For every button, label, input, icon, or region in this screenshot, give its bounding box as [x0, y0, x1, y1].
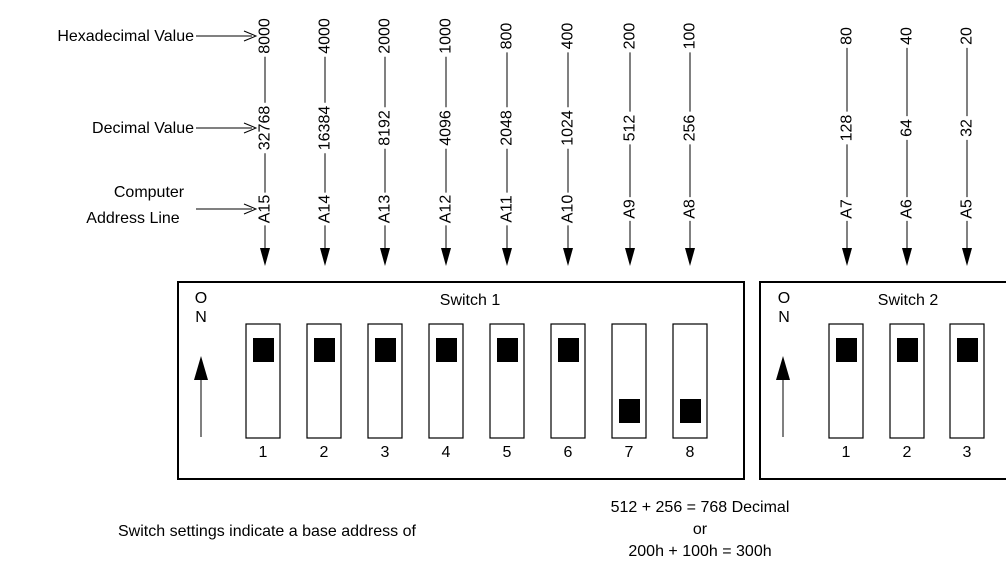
switch-position-number: 3: [381, 444, 390, 461]
column-down-arrow-icon: [441, 248, 451, 266]
decimal-label-arrowhead: [243, 122, 258, 134]
column-decimal-value: 16384: [317, 106, 334, 151]
switch1-on-label-n: N: [195, 309, 207, 326]
column-address-line: A13: [377, 195, 394, 224]
switch-position-number: 2: [903, 444, 912, 461]
hex-row-label: Hexadecimal Value: [57, 28, 194, 45]
column-hex-value: 400: [560, 23, 577, 50]
switch2-frame: [759, 281, 1006, 480]
switch-toggle-off: [680, 399, 701, 423]
switch-toggle-on: [375, 338, 396, 362]
switch-position-number: 5: [503, 444, 512, 461]
base-address-note: Switch settings indicate a base address …: [118, 523, 416, 540]
switch-position-number: 1: [842, 444, 851, 461]
column-hex-value: 2000: [377, 18, 394, 54]
switch2-on-arrow-icon: [776, 356, 790, 380]
switch1-positions: 1 2 3 4 5 6 7 8: [245, 323, 708, 461]
calc-decimal-line: 512 + 256 = 768 Decimal: [610, 499, 790, 516]
address-row-label-line1: Computer: [114, 184, 185, 201]
column-down-arrow-icon: [625, 248, 635, 266]
column-down-arrow-icon: [563, 248, 573, 266]
switch2-on-label-n: N: [778, 309, 790, 326]
column-address-line: A12: [438, 195, 455, 224]
column-decimal-value: 512: [622, 115, 639, 142]
column-hex-value: 40: [899, 27, 916, 45]
switch-position-number: 1: [259, 444, 268, 461]
switch-toggle-on: [436, 338, 457, 362]
column-decimal-value: 256: [682, 115, 699, 142]
switch-toggle-off: [619, 399, 640, 423]
decimal-row-label: Decimal Value: [92, 120, 194, 137]
switch-toggle-on: [314, 338, 335, 362]
column-down-arrow-icon: [260, 248, 270, 266]
column-address-line: A14: [317, 195, 334, 224]
column-down-arrow-icon: [902, 248, 912, 266]
column-address-line: A7: [839, 199, 856, 219]
column-down-arrow-icon: [502, 248, 512, 266]
switch-position-number: 3: [963, 444, 972, 461]
column-decimal-value: 32768: [257, 106, 274, 151]
column-decimal-value: 128: [839, 115, 856, 142]
column-address-line: A9: [622, 199, 639, 219]
address-label-arrowhead: [243, 203, 258, 215]
switch1-frame: [177, 281, 745, 480]
switch-toggle-on: [836, 338, 857, 362]
column-down-arrow-icon: [380, 248, 390, 266]
switch2-title: Switch 2: [878, 292, 939, 309]
column-address-line: A10: [560, 195, 577, 224]
column-address-line: A5: [959, 199, 976, 219]
switch2-positions: 1 2 3: [828, 323, 985, 461]
column-decimal-value: 8192: [377, 110, 394, 146]
switch-position-number: 2: [320, 444, 329, 461]
column-hex-value: 1000: [438, 18, 455, 54]
column-hex-value: 8000: [257, 18, 274, 54]
column-hex-value: 800: [499, 23, 516, 50]
switch-position-number: 6: [564, 444, 573, 461]
column-hex-value: 4000: [317, 18, 334, 54]
column-address-line: A15: [257, 195, 274, 224]
switch2-on-label-o: O: [778, 290, 790, 307]
hex-label-arrowhead: [243, 30, 258, 42]
switch-position-number: 4: [442, 444, 451, 461]
column-decimal-value: 32: [959, 119, 976, 137]
switch-position-number: 7: [625, 444, 634, 461]
column-address-line: A8: [682, 199, 699, 219]
column-down-arrow-icon: [320, 248, 330, 266]
switch-position-number: 8: [686, 444, 695, 461]
column-hex-value: 100: [682, 23, 699, 50]
column-hex-value: 200: [622, 23, 639, 50]
address-columns: 8000 32768 A15 4000 16384 A14 2000 8192 A13 1000 4…: [257, 18, 976, 266]
column-hex-value: 20: [959, 27, 976, 45]
switch1-on-label-o: O: [195, 290, 207, 307]
calc-or-line: or: [692, 521, 708, 538]
column-decimal-value: 64: [899, 119, 916, 137]
switch1-on-arrow-icon: [194, 356, 208, 380]
column-address-line: A11: [499, 195, 516, 222]
column-address-line: A6: [899, 199, 916, 219]
base-address-calculation: 512 + 256 = 768 Decimal or 200h + 100h =…: [560, 497, 840, 563]
column-down-arrow-icon: [962, 248, 972, 266]
column-decimal-value: 4096: [438, 110, 455, 146]
switch-toggle-on: [957, 338, 978, 362]
column-hex-value: 80: [839, 27, 856, 45]
column-decimal-value: 1024: [560, 110, 577, 146]
switch-toggle-on: [897, 338, 918, 362]
switch-toggle-on: [253, 338, 274, 362]
address-row-label-line2: Address Line: [86, 210, 179, 227]
calc-hex-line: 200h + 100h = 300h: [628, 543, 772, 560]
switch-toggle-on: [558, 338, 579, 362]
switch-toggle-on: [497, 338, 518, 362]
column-decimal-value: 2048: [499, 110, 516, 146]
column-down-arrow-icon: [842, 248, 852, 266]
column-down-arrow-icon: [685, 248, 695, 266]
switch-slot: [245, 323, 281, 439]
switch1-title: Switch 1: [440, 292, 501, 309]
